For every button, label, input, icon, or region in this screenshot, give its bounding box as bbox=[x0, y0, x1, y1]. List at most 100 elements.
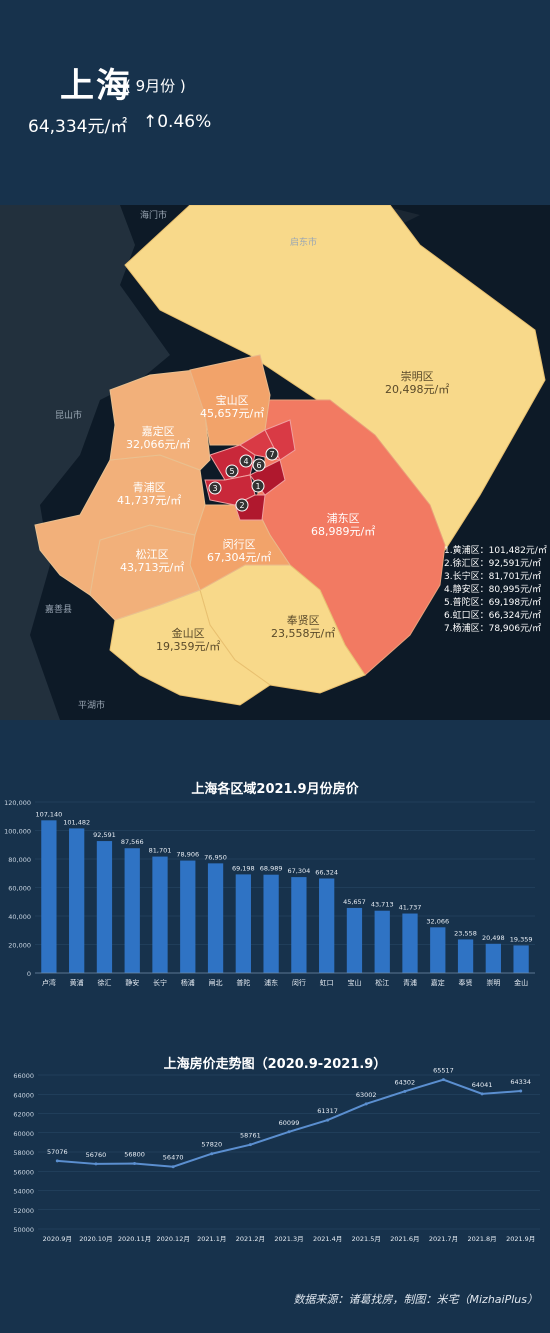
bar-x-tick: 杨浦 bbox=[181, 978, 195, 987]
bar-x-tick: 奉贤 bbox=[459, 978, 473, 987]
line-y-tick: 62000 bbox=[13, 1111, 34, 1119]
place-kunshan: 昆山市 bbox=[55, 411, 83, 421]
line-point bbox=[519, 1089, 523, 1093]
bar-x-tick: 静安 bbox=[125, 978, 139, 987]
line-point bbox=[287, 1130, 291, 1134]
place-jiashan: 嘉善县 bbox=[45, 605, 73, 615]
bar-x-tick: 青浦 bbox=[403, 978, 417, 987]
line-value-label: 65517 bbox=[433, 1067, 454, 1075]
legend-item: 1.黄浦区：101,482元/㎡ bbox=[444, 546, 547, 556]
bar-value-label: 92,591 bbox=[93, 831, 116, 839]
bar-x-tick: 嘉定 bbox=[431, 978, 445, 987]
line-value-label: 64041 bbox=[472, 1081, 493, 1089]
place-pinghu: 平湖市 bbox=[78, 701, 106, 711]
line-point bbox=[326, 1118, 330, 1122]
district-markers bbox=[208, 447, 279, 512]
bar-value-label: 41,737 bbox=[399, 904, 422, 912]
bar bbox=[402, 913, 418, 973]
line-x-tick: 2021.1月 bbox=[197, 1235, 226, 1243]
bar-value-label: 87,566 bbox=[121, 838, 144, 846]
bar bbox=[346, 907, 363, 973]
line-value-label: 61317 bbox=[317, 1107, 338, 1115]
label-minhang: 闵行区 67,304元/㎡ bbox=[207, 538, 272, 564]
bar-value-label: 69,198 bbox=[232, 864, 255, 872]
line-x-tick: 2021.8月 bbox=[467, 1235, 496, 1243]
legend-item: 6.虹口区：66,324元/㎡ bbox=[444, 611, 542, 621]
line-x-tick: 2020.12月 bbox=[156, 1235, 189, 1243]
place-haimen: 海门市 bbox=[140, 211, 168, 221]
line-point bbox=[210, 1152, 214, 1156]
legend-item: 3.长宁区：81,701元/㎡ bbox=[444, 572, 542, 582]
line-value-label: 64334 bbox=[510, 1078, 531, 1086]
line-x-tick: 2021.3月 bbox=[274, 1235, 303, 1243]
line-point bbox=[364, 1102, 368, 1106]
bar-chart: 0 20,000 40,000 60,000 80,000 100,000 120,000 1… bbox=[4, 799, 535, 987]
line-value-label: 60099 bbox=[279, 1119, 300, 1127]
bar-x-tick: 黄浦 bbox=[70, 978, 84, 987]
label-qingpu: 青浦区 41,737元/㎡ bbox=[117, 481, 182, 507]
svg-text:3: 3 bbox=[212, 484, 217, 493]
bar-value-label: 76,950 bbox=[204, 853, 227, 861]
bar-value-label: 19,359 bbox=[510, 935, 533, 943]
line-point bbox=[441, 1078, 445, 1082]
average-price: 64,334元/㎡ bbox=[28, 117, 128, 137]
line-x-tick: 2021.5月 bbox=[352, 1235, 381, 1243]
line-y-tick: 60000 bbox=[13, 1130, 34, 1138]
line-y-tick: 52000 bbox=[13, 1207, 34, 1215]
bar-value-label: 43,713 bbox=[371, 901, 394, 909]
line-x-tick: 2020.10月 bbox=[79, 1235, 112, 1243]
svg-text:5: 5 bbox=[229, 467, 234, 476]
line-y-tick: 58000 bbox=[13, 1149, 34, 1157]
svg-text:2: 2 bbox=[239, 501, 244, 510]
line-x-tick: 2021.4月 bbox=[313, 1235, 342, 1243]
line-value-label: 57820 bbox=[201, 1141, 222, 1149]
bar-x-tick: 徐汇 bbox=[97, 978, 111, 987]
line-point bbox=[171, 1165, 175, 1169]
line-chart: 50000 52000 54000 56000 58000 60000 62000 64000… bbox=[13, 1067, 540, 1243]
place-qidong: 启东市 bbox=[290, 238, 318, 248]
line-x-tick: 2021.2月 bbox=[236, 1235, 265, 1243]
line-value-label: 58761 bbox=[240, 1132, 261, 1140]
bar-x-tick: 金山 bbox=[514, 978, 528, 987]
bar-y-tick: 80,000 bbox=[8, 856, 31, 864]
legend-item: 7.杨浦区：78,906元/㎡ bbox=[444, 624, 542, 634]
price-change: ↑0.46% bbox=[143, 112, 212, 132]
bar bbox=[96, 841, 113, 973]
line-point bbox=[94, 1162, 98, 1166]
legend-item: 4.静安区：80,995元/㎡ bbox=[444, 585, 542, 595]
label-jinshan: 金山区 19,359元/㎡ bbox=[156, 627, 221, 653]
bar-value-label: 68,989 bbox=[260, 865, 283, 873]
bar-value-label: 20,498 bbox=[482, 934, 505, 942]
district-chongming[interactable] bbox=[124, 205, 546, 551]
line-value-label: 56470 bbox=[163, 1154, 184, 1162]
bar bbox=[319, 878, 335, 973]
bar bbox=[180, 860, 196, 973]
line-x-tick: 2020.9月 bbox=[43, 1235, 72, 1243]
bar bbox=[152, 856, 168, 973]
bar bbox=[374, 910, 390, 973]
line-y-tick: 66000 bbox=[13, 1072, 34, 1080]
label-songjiang: 松江区 43,713元/㎡ bbox=[120, 548, 185, 574]
district-jiading[interactable] bbox=[109, 369, 211, 471]
bar-value-label: 32,066 bbox=[426, 917, 449, 925]
bar-y-tick: 60,000 bbox=[8, 885, 31, 893]
bar bbox=[457, 939, 474, 973]
label-baoshan: 宝山区 45,657元/㎡ bbox=[200, 394, 265, 420]
data-source: 数据来源：诸葛找房，制图：米宅（MizhaiPlus） bbox=[293, 1293, 538, 1306]
bar-x-tick: 普陀 bbox=[236, 978, 250, 987]
svg-text:4: 4 bbox=[243, 457, 248, 466]
label-chongming: 崇明区 20,498元/㎡ bbox=[385, 370, 450, 396]
svg-text:6: 6 bbox=[256, 461, 261, 470]
bar-value-label: 81,701 bbox=[149, 847, 172, 855]
line-x-tick: 2021.7月 bbox=[429, 1235, 458, 1243]
bar-x-tick: 闵行 bbox=[292, 978, 306, 987]
bar-value-label: 23,558 bbox=[454, 929, 477, 937]
line-value-label: 56800 bbox=[124, 1151, 145, 1159]
central-district-legend: 1.黄浦区：101,482元/㎡ 2.徐汇区：92,591元/㎡ 3.长宁区：8… bbox=[444, 545, 547, 636]
bar-value-label: 101,482 bbox=[63, 818, 90, 826]
legend-item: 5.普陀区：69,198元/㎡ bbox=[444, 598, 542, 608]
bar-value-label: 45,657 bbox=[343, 898, 366, 906]
bar bbox=[235, 874, 251, 973]
